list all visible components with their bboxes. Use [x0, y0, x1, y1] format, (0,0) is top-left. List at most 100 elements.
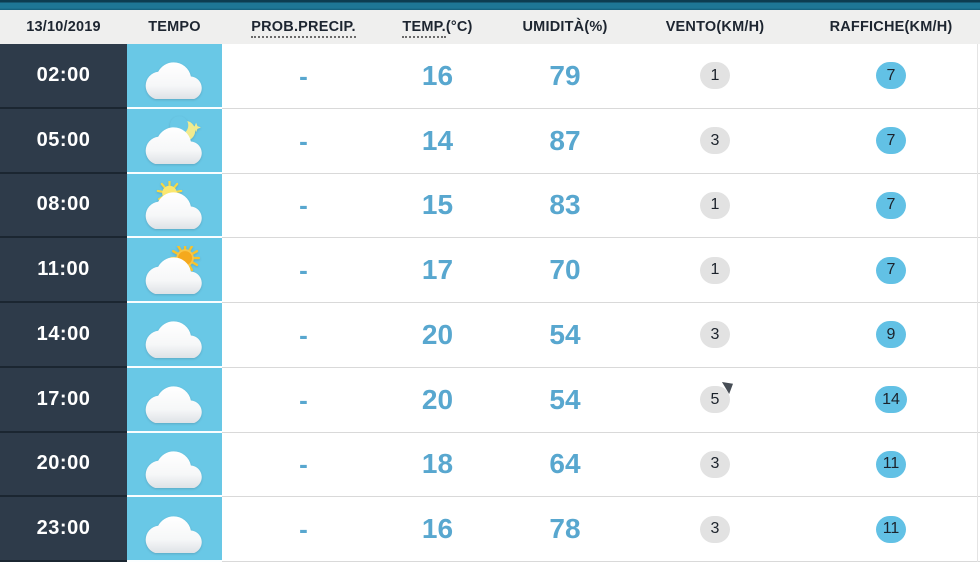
- precip-value: -: [299, 60, 308, 91]
- time-label: 02:00: [0, 44, 127, 109]
- gust-value-badge: 7: [876, 127, 906, 155]
- gust-value-badge: 9: [876, 321, 906, 349]
- temp-value: 17: [421, 254, 454, 286]
- humidity-cell: 70: [490, 238, 640, 303]
- gust-value-badge: 14: [875, 386, 907, 414]
- gust-cell: 11: [790, 497, 980, 562]
- precip-cell: -: [222, 432, 385, 498]
- wind-value-badge: 3: [700, 450, 730, 478]
- forecast-row: 23:00 - 16 78 3 11: [0, 497, 980, 562]
- humidity-value: 64: [549, 448, 581, 480]
- column-header-date: 13/10/2019: [26, 19, 101, 35]
- temp-value: 20: [421, 318, 454, 350]
- weather-icon-cell: [127, 367, 222, 433]
- gust-cell: 11: [790, 432, 980, 498]
- humidity-value: 83: [549, 189, 581, 221]
- humidity-cell: 54: [490, 303, 640, 368]
- gust-value-badge: 7: [876, 256, 906, 284]
- cloud-icon: [142, 375, 208, 424]
- precip-cell: -: [222, 367, 385, 433]
- wind-cell: 3: [640, 108, 790, 174]
- wind-cell: 1: [640, 238, 790, 303]
- precip-value: -: [299, 514, 308, 545]
- temp-value: 16: [421, 59, 454, 91]
- time-label: 05:00: [0, 108, 127, 174]
- cloud-icon: [142, 505, 208, 553]
- precip-cell: -: [222, 497, 385, 562]
- column-header-gusts: RAFFICHE(KM/H): [829, 19, 953, 35]
- gust-cell: 7: [790, 44, 980, 109]
- precip-value: -: [299, 125, 308, 156]
- column-header-temp[interactable]: TEMP.(°C): [385, 19, 490, 38]
- precip-cell: -: [222, 173, 385, 239]
- gust-cell: 7: [790, 173, 980, 239]
- temp-value: 16: [421, 513, 454, 545]
- time-label: 17:00: [0, 367, 127, 433]
- humidity-cell: 78: [490, 497, 640, 562]
- column-header-tempo: TEMPO: [148, 19, 201, 35]
- cloud-sun-small-icon: [142, 180, 208, 229]
- precip-value: -: [299, 384, 308, 415]
- weather-icon-cell: [127, 108, 222, 174]
- gust-cell: 7: [790, 108, 980, 174]
- gust-value-badge: 11: [875, 450, 907, 478]
- temp-tooltip-label[interactable]: TEMP.: [402, 19, 446, 38]
- wind-cell: 3: [640, 303, 790, 368]
- humidity-cell: 79: [490, 44, 640, 109]
- humidity-value: 87: [549, 124, 581, 156]
- forecast-row: 05:00 - 14 87 3 7: [0, 108, 980, 174]
- gust-cell: 7: [790, 238, 980, 303]
- wind-value-badge: 1: [700, 62, 730, 90]
- mouse-cursor-artifact: [721, 382, 733, 394]
- gust-value-badge: 7: [876, 62, 906, 90]
- temp-value: 14: [421, 124, 454, 156]
- cloud-icon: [142, 440, 208, 488]
- wind-value-badge: 5: [700, 386, 730, 414]
- time-label: 23:00: [0, 497, 127, 562]
- wind-cell: 3: [640, 432, 790, 498]
- wind-value-badge: 1: [700, 256, 730, 284]
- temp-cell: 14: [385, 108, 490, 174]
- humidity-value: 79: [549, 59, 581, 91]
- top-accent-bar: [0, 0, 980, 10]
- forecast-table-body: 02:00 - 16 79 1 7 05:00: [0, 44, 980, 562]
- humidity-cell: 54: [490, 367, 640, 433]
- humidity-cell: 87: [490, 108, 640, 174]
- weather-icon-cell: [127, 44, 222, 109]
- table-right-border: [977, 44, 978, 562]
- forecast-row: 20:00 - 18 64 3 11: [0, 432, 980, 498]
- weather-icon-cell: [127, 432, 222, 498]
- wind-cell: 3: [640, 497, 790, 562]
- weather-icon-cell: [127, 303, 222, 368]
- forecast-row: 08:00 - 15 83 1 7: [0, 173, 980, 239]
- weather-icon-cell: [127, 497, 222, 562]
- column-header-precip[interactable]: PROB.PRECIP.: [222, 19, 385, 38]
- weather-icon-cell: [127, 173, 222, 239]
- wind-cell: 1: [640, 173, 790, 239]
- wind-value-badge: 3: [700, 515, 730, 543]
- temp-cell: 16: [385, 44, 490, 109]
- temp-cell: 17: [385, 238, 490, 303]
- precip-value: -: [299, 190, 308, 221]
- wind-value-badge: 1: [700, 191, 730, 219]
- forecast-row: 14:00 - 20 54 3 9: [0, 303, 980, 368]
- cloud-icon: [142, 310, 208, 359]
- column-header-wind: VENTO(KM/H): [665, 19, 765, 35]
- humidity-value: 54: [549, 383, 581, 415]
- precip-cell: -: [222, 238, 385, 303]
- precip-cell: -: [222, 108, 385, 174]
- temp-cell: 15: [385, 173, 490, 239]
- time-label: 20:00: [0, 432, 127, 498]
- column-header-humidity: UMIDITÀ(%): [522, 19, 608, 35]
- precip-tooltip-label[interactable]: PROB.PRECIP.: [251, 19, 356, 38]
- forecast-row: 02:00 - 16 79 1 7: [0, 44, 980, 109]
- temp-cell: 20: [385, 367, 490, 433]
- temp-value: 15: [421, 189, 454, 221]
- precip-cell: -: [222, 44, 385, 109]
- cloud-moon-icon: [142, 116, 208, 165]
- temp-value: 20: [421, 383, 454, 415]
- gust-value-badge: 7: [876, 191, 906, 219]
- precip-cell: -: [222, 303, 385, 368]
- table-header: 13/10/2019 TEMPO PROB.PRECIP. TEMP.(°C) …: [0, 10, 980, 44]
- gust-cell: 14: [790, 367, 980, 433]
